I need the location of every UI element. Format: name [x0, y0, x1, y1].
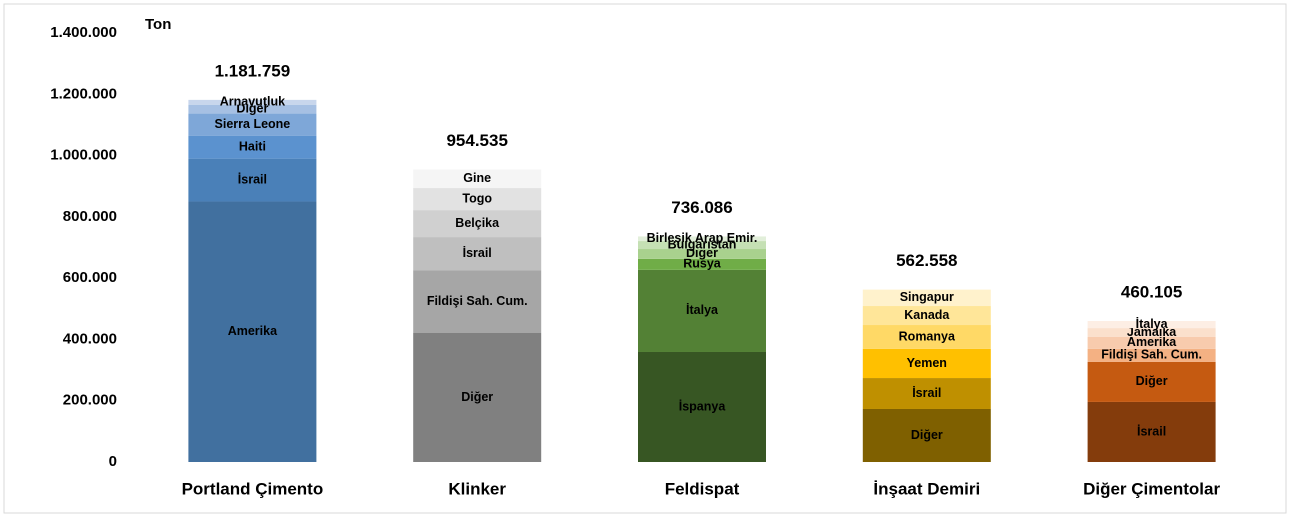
- segment-label: Amerika: [228, 324, 278, 338]
- bar-segment: [413, 210, 542, 238]
- total-label: 736.086: [671, 198, 732, 217]
- bar-segment: [188, 201, 317, 463]
- x-tick-label: Portland Çimento: [182, 479, 324, 498]
- segment-label: Jamaika: [1127, 325, 1177, 339]
- bar-segment: [1087, 321, 1216, 329]
- segment-label: Haiti: [239, 139, 266, 153]
- x-tick-label: İnşaat Demiri: [873, 479, 980, 498]
- bar-segment: [188, 104, 317, 114]
- bar-segment: [188, 99, 317, 105]
- segment-label: Diğer: [236, 101, 268, 115]
- bar-segment: [862, 408, 991, 462]
- bar-segment: [862, 306, 991, 326]
- y-tick-label: 400.000: [63, 330, 117, 347]
- x-tick-label: Feldispat: [665, 479, 740, 498]
- segment-label: Togo: [462, 191, 492, 205]
- segment-label: Sierra Leone: [215, 117, 291, 131]
- total-label: 954.535: [446, 131, 507, 150]
- segment-label: İsrail: [463, 245, 492, 260]
- segment-label: Singapur: [900, 290, 954, 304]
- y-tick-label: 1.000.000: [50, 147, 117, 164]
- segment-label: İsrail: [1137, 423, 1166, 438]
- segment-label: İtalya: [1136, 316, 1169, 331]
- segment-label: Rusya: [683, 257, 722, 271]
- chart-border: [3, 3, 1287, 514]
- bar-segment: [413, 188, 542, 211]
- y-tick-label: 1.400.000: [50, 24, 117, 41]
- bar-segment: [638, 241, 766, 250]
- y-tick-label: 600.000: [63, 269, 117, 286]
- bar-segment: [638, 249, 766, 259]
- total-label: 460.105: [1121, 282, 1182, 301]
- bar-segment: [413, 332, 542, 462]
- segment-label: Fildişi Sah. Cum.: [427, 294, 528, 308]
- bar-segment: [413, 237, 542, 271]
- y-axis-label: Ton: [145, 16, 171, 33]
- segment-label: Arnavutluk: [220, 95, 285, 109]
- bar-segment: [862, 325, 991, 349]
- segment-label: Kanada: [904, 308, 950, 322]
- segment-label: İsrail: [912, 385, 941, 400]
- segment-label: Diğer: [461, 390, 493, 404]
- segment-label: Fildişi Sah. Cum.: [1101, 348, 1202, 362]
- segment-label: Diğer: [911, 428, 943, 442]
- bar-segment: [1087, 348, 1216, 362]
- bar-segment: [862, 378, 991, 409]
- segment-label: Gine: [463, 171, 491, 185]
- segment-label: Diğer: [686, 246, 718, 260]
- total-label: 1.181.759: [215, 61, 291, 80]
- y-tick-label: 800.000: [63, 208, 117, 225]
- bar-segment: [638, 258, 766, 270]
- bar-segment: [188, 158, 317, 202]
- segment-label: Romanya: [899, 329, 956, 343]
- segment-label: Birleşik Arap Emir.: [647, 231, 758, 245]
- x-tick-label: Diğer Çimentolar: [1083, 479, 1220, 498]
- segment-label: İsrail: [238, 171, 267, 186]
- bar-segment: [638, 236, 766, 242]
- bar-segment: [413, 169, 542, 189]
- bar-segment: [1087, 401, 1216, 462]
- bar-segment: [1087, 328, 1216, 337]
- y-tick-label: 0: [109, 453, 117, 470]
- bar-segment: [188, 113, 317, 136]
- bar-segment: [188, 135, 317, 159]
- segment-label: İtalya: [686, 302, 719, 317]
- y-tick-label: 200.000: [63, 392, 117, 409]
- bar-segment: [1087, 336, 1216, 349]
- segment-label: Amerika: [1127, 335, 1177, 349]
- x-tick-label: Klinker: [448, 479, 506, 498]
- segment-label: Yemen: [907, 356, 947, 370]
- bar-segment: [862, 348, 991, 379]
- bar-segment: [638, 351, 766, 462]
- bar-segment: [1087, 361, 1216, 402]
- bar-segment: [862, 289, 991, 307]
- segment-label: İspanya: [679, 398, 727, 413]
- segment-label: Diğer: [1136, 374, 1168, 388]
- bar-segment: [413, 270, 542, 333]
- segment-label: Belçika: [455, 216, 500, 230]
- total-label: 562.558: [896, 251, 957, 270]
- y-tick-label: 1.200.000: [50, 85, 117, 102]
- bar-segment: [638, 269, 766, 352]
